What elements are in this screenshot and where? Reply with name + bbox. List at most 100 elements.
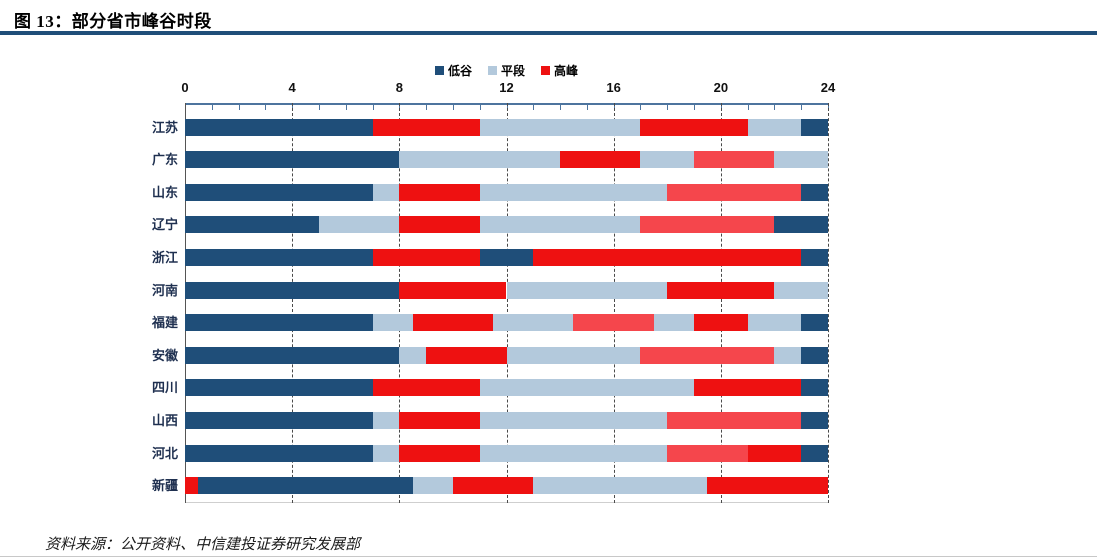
bar-segment-高峰	[533, 248, 802, 266]
bar-segment-低谷	[801, 183, 828, 201]
title-accent-rule	[0, 31, 1097, 35]
bar-segment-平段	[479, 412, 668, 430]
row-label-广东: 广东	[151, 152, 178, 168]
bar-segment-低谷	[801, 248, 828, 266]
bar-segment-平段	[479, 444, 668, 462]
bar-segment-平段	[399, 346, 427, 364]
bar-row-浙江	[185, 248, 828, 266]
x-tick-label-16: 16	[606, 80, 621, 95]
axis-tick	[747, 105, 749, 110]
gridline-12h	[506, 103, 508, 503]
row-label-四川: 四川	[151, 380, 178, 396]
bar-segment-低谷	[801, 118, 828, 136]
bar-segment-高峰	[667, 281, 775, 299]
legend-label-peak: 高峰	[554, 64, 579, 78]
bar-segment-低谷	[185, 118, 373, 136]
bar-segment-低谷	[774, 216, 828, 234]
row-label-辽宁: 辽宁	[151, 217, 178, 233]
bar-segment-平段	[372, 183, 400, 201]
x-tick-label-8: 8	[395, 80, 403, 95]
bar-segment-高峰	[399, 216, 480, 234]
legend-label-valley: 低谷	[447, 64, 472, 78]
gridline-24h	[828, 103, 829, 503]
row-label-河北: 河北	[151, 445, 178, 461]
bar-segment-低谷	[185, 346, 400, 364]
gridline-0h	[185, 103, 186, 503]
axis-tick	[560, 105, 562, 110]
bar-segment-平段	[653, 314, 695, 332]
bar-segment-高峰	[694, 151, 775, 169]
legend-label-flat: 平段	[500, 64, 525, 78]
gridline-20h	[720, 103, 722, 503]
bar-segment-平段	[479, 183, 668, 201]
bar-segment-平段	[399, 151, 561, 169]
legend-item-peak: 高峰	[541, 62, 578, 79]
bar-segment-高峰	[640, 216, 775, 234]
bar-row-江苏	[185, 118, 828, 136]
bar-segment-高峰	[573, 314, 654, 332]
bar-row-山西	[185, 412, 828, 430]
bar-row-福建	[185, 314, 828, 332]
axis-tick	[238, 105, 240, 110]
bar-segment-高峰	[667, 183, 802, 201]
bar-segment-低谷	[185, 314, 373, 332]
axis-tick	[694, 105, 696, 110]
figure-bottom-rule	[0, 556, 1097, 557]
bar-segment-平段	[479, 118, 641, 136]
axis-tick	[345, 105, 347, 110]
bar-segment-平段	[318, 216, 400, 234]
bar-segment-低谷	[801, 412, 828, 430]
bar-segment-平段	[533, 477, 708, 495]
figure-title: 图 13：部分省市峰谷时段	[14, 12, 212, 31]
axis-tick	[667, 105, 669, 110]
bar-segment-平段	[774, 281, 828, 299]
bar-segment-低谷	[185, 444, 373, 462]
legend-item-flat: 平段	[487, 62, 525, 79]
bar-segment-低谷	[801, 444, 828, 462]
bar-segment-高峰	[747, 444, 802, 462]
bar-row-安徽	[185, 346, 828, 364]
axis-tick	[801, 105, 803, 110]
axis-tick	[640, 105, 642, 110]
bar-segment-低谷	[801, 314, 828, 332]
bar-segment-低谷	[185, 151, 400, 169]
bar-segment-平段	[372, 444, 400, 462]
axis-tick	[426, 105, 428, 110]
bar-segment-低谷	[185, 248, 373, 266]
bar-segment-高峰	[640, 346, 775, 364]
row-label-新疆: 新疆	[151, 478, 178, 494]
axis-tick	[265, 105, 267, 110]
axis-tick	[533, 105, 535, 110]
row-label-浙江: 浙江	[151, 249, 178, 265]
bar-segment-平段	[506, 281, 668, 299]
bar-segment-高峰	[426, 346, 507, 364]
gridline-4h	[292, 103, 294, 503]
bar-row-河北	[185, 444, 828, 462]
bar-segment-低谷	[185, 183, 373, 201]
bar-segment-高峰	[399, 281, 507, 299]
bar-segment-高峰	[560, 151, 641, 169]
axis-tick	[211, 105, 213, 110]
bar-segment-高峰	[372, 379, 480, 397]
bar-segment-高峰	[694, 379, 802, 397]
row-label-山西: 山西	[151, 413, 178, 429]
bar-segment-低谷	[198, 477, 413, 495]
bar-segment-高峰	[640, 118, 748, 136]
bar-segment-平段	[372, 314, 413, 332]
axis-tick	[774, 105, 776, 110]
valley-swatch-icon	[434, 66, 444, 75]
gridline-8h	[399, 103, 401, 503]
axis-tick	[372, 105, 374, 110]
bar-segment-平段	[479, 216, 641, 234]
bar-segment-高峰	[707, 477, 828, 495]
bar-segment-高峰	[452, 477, 534, 495]
bar-row-辽宁	[185, 216, 828, 234]
bar-segment-平段	[774, 151, 828, 169]
bar-segment-平段	[506, 346, 641, 364]
peak-swatch-icon	[541, 66, 550, 75]
bar-segment-高峰	[399, 183, 480, 201]
axis-tick	[479, 105, 481, 110]
row-label-福建: 福建	[151, 315, 178, 331]
bar-segment-高峰	[372, 118, 480, 136]
row-label-山东: 山东	[151, 184, 178, 200]
